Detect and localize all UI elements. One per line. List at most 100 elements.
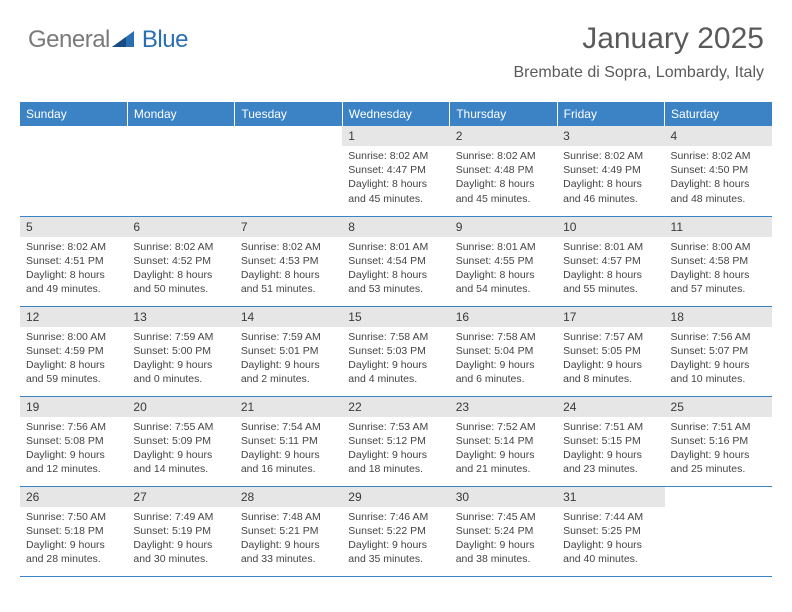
day-info-line: Sunrise: 7:45 AM: [456, 510, 551, 524]
day-info-line: Daylight: 9 hours: [241, 358, 336, 372]
day-info-line: Sunrise: 7:50 AM: [26, 510, 121, 524]
calendar-day-cell: 6Sunrise: 8:02 AMSunset: 4:52 PMDaylight…: [127, 216, 234, 306]
day-info-line: Sunset: 5:14 PM: [456, 434, 551, 448]
day-info-line: and 8 minutes.: [563, 372, 658, 386]
day-info-line: Sunrise: 7:57 AM: [563, 330, 658, 344]
day-number: 4: [665, 126, 772, 146]
day-info-line: Daylight: 9 hours: [456, 358, 551, 372]
day-info: Sunrise: 7:44 AMSunset: 5:25 PMDaylight:…: [557, 507, 664, 569]
day-info-line: Daylight: 9 hours: [348, 538, 443, 552]
calendar-day-cell: 7Sunrise: 8:02 AMSunset: 4:53 PMDaylight…: [235, 216, 342, 306]
day-info-line: and 40 minutes.: [563, 552, 658, 566]
calendar-header-row: SundayMondayTuesdayWednesdayThursdayFrid…: [20, 102, 772, 126]
day-info-line: Daylight: 9 hours: [348, 358, 443, 372]
calendar-week-row: 5Sunrise: 8:02 AMSunset: 4:51 PMDaylight…: [20, 216, 772, 306]
location-subtitle: Brembate di Sopra, Lombardy, Italy: [28, 64, 764, 82]
day-info: Sunrise: 8:02 AMSunset: 4:50 PMDaylight:…: [665, 146, 772, 208]
day-number: 8: [342, 217, 449, 237]
day-info-line: Daylight: 9 hours: [456, 448, 551, 462]
day-info-line: and 51 minutes.: [241, 282, 336, 296]
day-info-line: Sunset: 4:48 PM: [456, 163, 551, 177]
day-info-line: and 48 minutes.: [671, 192, 766, 206]
day-number: 30: [450, 487, 557, 507]
day-number: 2: [450, 126, 557, 146]
day-info-line: Sunset: 4:50 PM: [671, 163, 766, 177]
day-info-line: Sunrise: 8:01 AM: [563, 240, 658, 254]
day-info-line: Sunrise: 7:54 AM: [241, 420, 336, 434]
day-info: Sunrise: 7:58 AMSunset: 5:04 PMDaylight:…: [450, 327, 557, 389]
day-info-line: Sunset: 4:58 PM: [671, 254, 766, 268]
day-info-line: Daylight: 8 hours: [563, 177, 658, 191]
day-number: 18: [665, 307, 772, 327]
day-info-line: and 35 minutes.: [348, 552, 443, 566]
day-info-line: Sunrise: 7:53 AM: [348, 420, 443, 434]
day-number: 7: [235, 217, 342, 237]
day-info-line: and 4 minutes.: [348, 372, 443, 386]
day-info-line: Daylight: 8 hours: [26, 358, 121, 372]
logo-text-blue: Blue: [142, 26, 188, 54]
day-info-line: and 16 minutes.: [241, 462, 336, 476]
day-number: 9: [450, 217, 557, 237]
day-info-line: and 14 minutes.: [133, 462, 228, 476]
day-info: Sunrise: 8:01 AMSunset: 4:54 PMDaylight:…: [342, 237, 449, 299]
day-info-line: Daylight: 8 hours: [133, 268, 228, 282]
day-info-line: and 57 minutes.: [671, 282, 766, 296]
day-info-line: Sunset: 4:52 PM: [133, 254, 228, 268]
day-info: Sunrise: 7:50 AMSunset: 5:18 PMDaylight:…: [20, 507, 127, 569]
day-number: 20: [127, 397, 234, 417]
calendar-body: 1Sunrise: 8:02 AMSunset: 4:47 PMDaylight…: [20, 126, 772, 576]
day-number: 6: [127, 217, 234, 237]
day-info-line: Sunset: 5:09 PM: [133, 434, 228, 448]
day-info-line: and 28 minutes.: [26, 552, 121, 566]
day-info-line: and 45 minutes.: [456, 192, 551, 206]
calendar-day-cell: 10Sunrise: 8:01 AMSunset: 4:57 PMDayligh…: [557, 216, 664, 306]
day-number: 21: [235, 397, 342, 417]
day-info-line: Sunrise: 8:00 AM: [26, 330, 121, 344]
day-info-line: Daylight: 9 hours: [26, 448, 121, 462]
day-info-line: Sunset: 5:07 PM: [671, 344, 766, 358]
day-info-line: Sunrise: 8:02 AM: [456, 149, 551, 163]
day-info-line: Sunrise: 8:00 AM: [671, 240, 766, 254]
day-info-line: Daylight: 9 hours: [241, 448, 336, 462]
day-info-line: Sunrise: 7:51 AM: [563, 420, 658, 434]
day-number: 24: [557, 397, 664, 417]
day-info-line: Daylight: 9 hours: [133, 538, 228, 552]
day-info-line: Daylight: 9 hours: [456, 538, 551, 552]
weekday-header: Saturday: [665, 102, 772, 126]
calendar-day-cell: 17Sunrise: 7:57 AMSunset: 5:05 PMDayligh…: [557, 306, 664, 396]
day-info-line: Sunset: 5:01 PM: [241, 344, 336, 358]
calendar-day-cell: 30 Sunrise: 7:45 AMSunset: 5:24 PMDayligh…: [450, 486, 557, 576]
day-info: Sunrise: 8:00 AMSunset: 4:58 PMDaylight:…: [665, 237, 772, 299]
day-info-line: Sunrise: 7:58 AM: [456, 330, 551, 344]
day-info-line: Daylight: 9 hours: [241, 538, 336, 552]
day-info: Sunrise: 8:02 AMSunset: 4:48 PMDaylight:…: [450, 146, 557, 208]
day-number: 16: [450, 307, 557, 327]
day-info-line: Daylight: 9 hours: [563, 538, 658, 552]
calendar-day-cell: 14Sunrise: 7:59 AMSunset: 5:01 PMDayligh…: [235, 306, 342, 396]
calendar-week-row: 19Sunrise: 7:56 AMSunset: 5:08 PMDayligh…: [20, 396, 772, 486]
day-info-line: Sunset: 5:24 PM: [456, 524, 551, 538]
header: General Blue January 2025 Brembate di So…: [0, 0, 792, 88]
calendar-day-cell: 16Sunrise: 7:58 AMSunset: 5:04 PMDayligh…: [450, 306, 557, 396]
day-info-line: and 12 minutes.: [26, 462, 121, 476]
day-info-line: Daylight: 8 hours: [348, 268, 443, 282]
day-info-line: and 0 minutes.: [133, 372, 228, 386]
calendar-day-cell: 31Sunrise: 7:44 AMSunset: 5:25 PMDayligh…: [557, 486, 664, 576]
day-number: 29: [342, 487, 449, 507]
calendar-empty-cell: [20, 126, 127, 216]
day-info-line: Sunset: 5:15 PM: [563, 434, 658, 448]
day-info-line: and 59 minutes.: [26, 372, 121, 386]
day-info: Sunrise: 8:01 AMSunset: 4:57 PMDaylight:…: [557, 237, 664, 299]
day-info-line: and 54 minutes.: [456, 282, 551, 296]
day-info-line: Sunrise: 8:02 AM: [348, 149, 443, 163]
day-info-line: and 49 minutes.: [26, 282, 121, 296]
day-info-line: and 50 minutes.: [133, 282, 228, 296]
day-info: Sunrise: 8:00 AMSunset: 4:59 PMDaylight:…: [20, 327, 127, 389]
calendar-empty-cell: [127, 126, 234, 216]
logo-triangle-icon: [112, 31, 134, 49]
day-info-line: Sunset: 4:53 PM: [241, 254, 336, 268]
day-info-line: Sunset: 5:22 PM: [348, 524, 443, 538]
day-info-line: Daylight: 9 hours: [133, 448, 228, 462]
day-info: Sunrise: 7:51 AMSunset: 5:15 PMDaylight:…: [557, 417, 664, 479]
day-info-line: Sunrise: 7:56 AM: [671, 330, 766, 344]
